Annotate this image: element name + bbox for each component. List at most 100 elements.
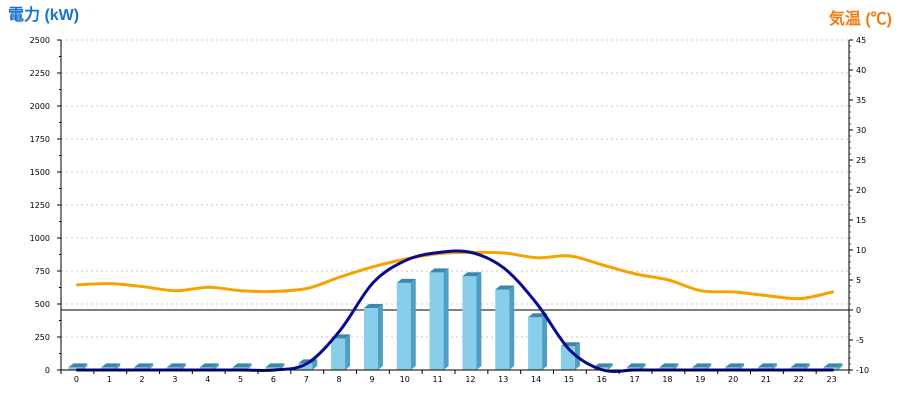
- power-bar: [429, 268, 449, 370]
- left-tick-label: 0: [45, 366, 50, 375]
- right-tick-label: 10: [856, 246, 866, 255]
- bar-side: [345, 334, 351, 370]
- x-tick-label: 21: [761, 375, 771, 384]
- bar-side: [542, 313, 548, 370]
- right-tick-label: 40: [856, 66, 866, 75]
- left-tick-label: 1500: [30, 168, 50, 177]
- bar-top: [790, 363, 810, 368]
- bar-side: [706, 363, 712, 370]
- bar-top: [101, 363, 121, 368]
- power-bar: [495, 285, 515, 370]
- power-bar: [68, 363, 88, 370]
- bar-front: [363, 307, 378, 370]
- bar-side: [476, 272, 482, 370]
- bar-side: [82, 363, 88, 370]
- bar-side: [640, 363, 646, 370]
- right-tick-label: 45: [856, 36, 866, 45]
- left-axis: 0 250 500 750 1000 1250 1500 1750 2000 2250 2500: [30, 36, 62, 375]
- right-tick-label: 0: [856, 306, 861, 315]
- x-tick-label: 15: [564, 375, 574, 384]
- power-bar: [363, 303, 383, 370]
- bar-side: [804, 363, 810, 370]
- bar-front: [396, 282, 411, 370]
- x-axis: 0 1 2 3 4 5 6 7 8 9 10 11 12 13 14 15 16 17 18 19 20 21 22 23: [60, 369, 850, 384]
- bar-top: [462, 272, 482, 277]
- bar-top: [725, 363, 745, 368]
- x-tick-label: 16: [597, 375, 607, 384]
- bar-top: [134, 363, 154, 368]
- bar-front: [298, 363, 313, 370]
- bar-side: [213, 363, 219, 370]
- temperature-line: [75, 250, 835, 301]
- x-tick-label: 5: [238, 375, 243, 384]
- left-tick-label: 2500: [30, 36, 50, 45]
- power-bar: [528, 313, 548, 370]
- bar-front: [68, 367, 83, 370]
- bar-side: [312, 359, 318, 370]
- right-tick-label: -10: [856, 366, 869, 375]
- bar-front: [429, 272, 444, 370]
- bar-side: [180, 363, 186, 370]
- left-tick-label: 500: [35, 300, 50, 309]
- power-bar: [462, 272, 482, 370]
- bar-side: [443, 268, 449, 370]
- right-axis: -10 -5 0 5 10 15 20 25 30 35 40 45: [848, 36, 869, 375]
- x-tick-label: 20: [728, 375, 738, 384]
- bar-side: [673, 363, 679, 370]
- right-tick-label: 30: [856, 126, 866, 135]
- x-tick-label: 12: [465, 375, 475, 384]
- x-tick-label: 7: [304, 375, 309, 384]
- right-tick-label: 25: [856, 156, 866, 165]
- left-tick-label: 2250: [30, 69, 50, 78]
- power-bar: [396, 278, 416, 370]
- bar-top: [68, 363, 88, 368]
- bar-top: [692, 363, 712, 368]
- x-tick-label: 11: [432, 375, 442, 384]
- right-tick-label: -5: [856, 336, 864, 345]
- x-tick-label: 13: [498, 375, 508, 384]
- bar-top: [593, 363, 613, 368]
- bar-top: [626, 363, 646, 368]
- x-tick-label: 9: [369, 375, 374, 384]
- bar-side: [246, 363, 252, 370]
- x-tick-label: 2: [140, 375, 145, 384]
- bar-front: [528, 317, 543, 370]
- bar-side: [115, 363, 121, 370]
- x-tick-label: 3: [172, 375, 177, 384]
- bar-front: [331, 338, 346, 370]
- bar-top: [528, 313, 548, 318]
- bar-front: [462, 276, 477, 370]
- bar-side: [377, 303, 383, 370]
- x-tick-label: 18: [662, 375, 672, 384]
- bar-top: [232, 363, 252, 368]
- right-tick-label: 20: [856, 186, 866, 195]
- right-tick-label: 5: [856, 276, 861, 285]
- bar-side: [410, 278, 416, 370]
- x-tick-label: 19: [695, 375, 705, 384]
- bar-top: [265, 363, 285, 368]
- bar-front: [495, 289, 510, 370]
- left-tick-label: 2000: [30, 102, 50, 111]
- bar-top: [166, 363, 186, 368]
- bar-side: [607, 363, 613, 370]
- x-tick-label: 17: [629, 375, 639, 384]
- bar-top: [199, 363, 219, 368]
- left-tick-label: 1250: [30, 201, 50, 210]
- left-tick-label: 1000: [30, 234, 50, 243]
- x-tick-label: 6: [271, 375, 276, 384]
- x-tick-label: 1: [107, 375, 112, 384]
- series-lines: [75, 249, 835, 373]
- x-tick-label: 23: [826, 375, 836, 384]
- bar-top: [396, 278, 416, 283]
- left-axis-title: 電力 (kW): [8, 5, 79, 24]
- x-tick-label: 14: [531, 375, 541, 384]
- left-tick-label: 250: [35, 333, 50, 342]
- x-tick-label: 4: [205, 375, 210, 384]
- bar-side: [739, 363, 745, 370]
- right-axis-title: 気温 (℃): [829, 9, 892, 28]
- bar-top: [363, 303, 383, 308]
- power-bars: [68, 268, 843, 370]
- x-tick-label: 10: [400, 375, 410, 384]
- bar-top: [757, 363, 777, 368]
